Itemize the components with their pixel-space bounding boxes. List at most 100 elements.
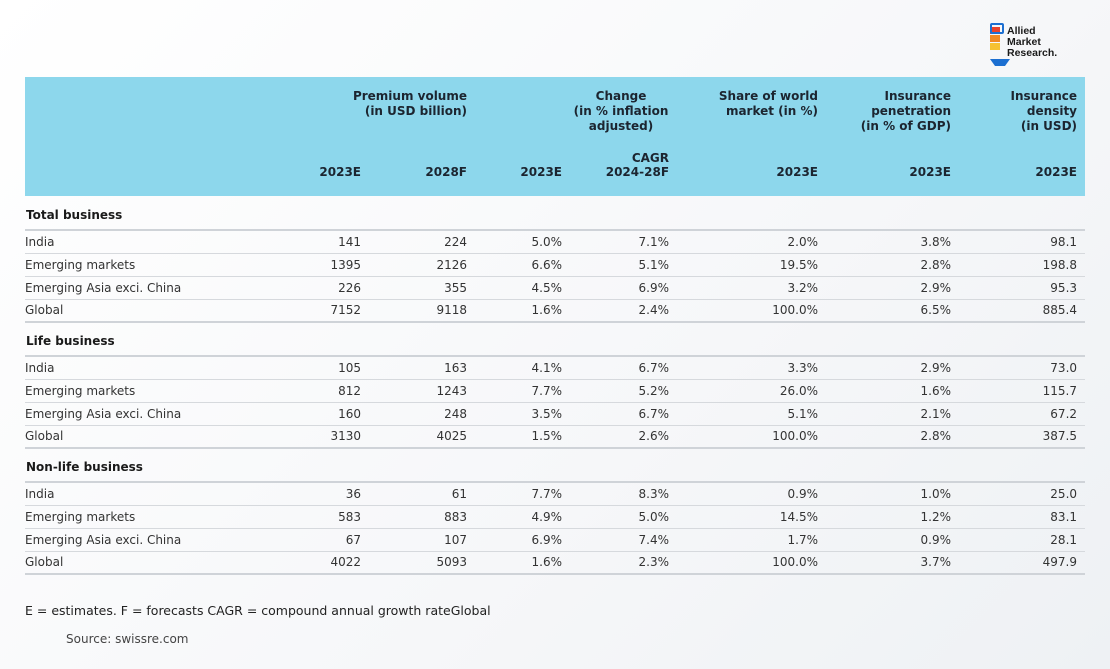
table-cell: 2126 <box>369 253 475 277</box>
table-cell: 6.5% <box>826 299 960 323</box>
table-cell: 883 <box>369 505 475 529</box>
row-label: India <box>25 356 265 380</box>
table-cell: 5.1% <box>570 253 678 277</box>
table-cell: 8.3% <box>570 482 678 506</box>
row-label: Emerging markets <box>25 253 265 277</box>
table-cell: 83.1 <box>959 505 1086 529</box>
insurance-statistics-table: Premium volume (in USD billion) Change (… <box>25 77 1086 575</box>
row-label: India <box>25 230 265 254</box>
table-cell: 95.3 <box>959 276 1086 300</box>
table-cell: 497.9 <box>959 551 1086 575</box>
table-cell: 6.7% <box>570 356 678 380</box>
table-cell: 5.2% <box>570 379 678 403</box>
table-cell: 4022 <box>265 551 369 575</box>
table-cell: 2.9% <box>826 356 960 380</box>
table-cell: 115.7 <box>959 379 1086 403</box>
table-cell: 4025 <box>369 425 475 449</box>
table-cell: 67.2 <box>959 402 1086 426</box>
table-cell: 583 <box>265 505 369 529</box>
table-cell: 160 <box>265 402 369 426</box>
table-cell: 1.6% <box>475 299 570 323</box>
table-row: Global 3130 4025 1.5% 2.6% 100.0% 2.8% 387.5 <box>25 425 1086 449</box>
header-blank-2 <box>25 151 265 196</box>
table-cell: 61 <box>369 482 475 506</box>
section-header-row: Total business <box>25 196 1086 231</box>
row-label: Emerging Asia exci. China <box>25 402 265 426</box>
table-cell: 25.0 <box>959 482 1086 506</box>
table-row: Global 4022 5093 1.6% 2.3% 100.0% 3.7% 497.9 <box>25 551 1086 575</box>
table-cell: 100.0% <box>677 551 827 575</box>
table-cell: 107 <box>369 528 475 552</box>
header-insurance-density: Insurance density (in USD) <box>1010 89 1078 133</box>
table-cell: 7152 <box>265 299 369 323</box>
logo-mark-icon <box>986 22 1010 66</box>
table-cell: 226 <box>265 276 369 300</box>
row-label: Global <box>25 299 265 323</box>
table-cell: 2.4% <box>570 299 678 323</box>
table-cell: 6.9% <box>475 528 570 552</box>
table-cell: 812 <box>265 379 369 403</box>
table-cell: 73.0 <box>959 356 1086 380</box>
table-row: Emerging Asia exci. China 67 107 6.9% 7.4% 1.… <box>25 528 1086 552</box>
table-row: India 105 163 4.1% 6.7% 3.3% 2.9% 73.0 <box>25 356 1086 380</box>
table-cell: 67 <box>265 528 369 552</box>
table-cell: 7.1% <box>570 230 678 254</box>
table-cell: 198.8 <box>959 253 1086 277</box>
table-cell: 6.7% <box>570 402 678 426</box>
header-change: Change (in % inflation adjusted) <box>573 89 669 133</box>
table-cell: 1.6% <box>826 379 960 403</box>
table-cell: 355 <box>369 276 475 300</box>
table-cell: 100.0% <box>677 425 827 449</box>
table-cell: 2.8% <box>826 425 960 449</box>
table-cell: 5.1% <box>677 402 827 426</box>
table-row: India 36 61 7.7% 8.3% 0.9% 1.0% 25.0 <box>25 482 1086 506</box>
logo-text: Allied Market Research. <box>1007 25 1058 59</box>
row-label: Global <box>25 425 265 449</box>
table-cell: 163 <box>369 356 475 380</box>
table-cell: 0.9% <box>826 528 960 552</box>
table-cell: 36 <box>265 482 369 506</box>
table-cell: 7.7% <box>475 482 570 506</box>
row-label: India <box>25 482 265 506</box>
header-year: 2023E <box>909 165 952 179</box>
table-cell: 3.3% <box>677 356 827 380</box>
table-cell: 26.0% <box>677 379 827 403</box>
table-cell: 3.2% <box>677 276 827 300</box>
header-year-cagr: CAGR 2024-28F <box>605 151 670 179</box>
table-row: India 141 224 5.0% 7.1% 2.0% 3.8% 98.1 <box>25 230 1086 254</box>
table-cell: 28.1 <box>959 528 1086 552</box>
table-cell: 3130 <box>265 425 369 449</box>
table-row: Global 7152 9118 1.6% 2.4% 100.0% 6.5% 885.4 <box>25 299 1086 323</box>
header-year: 2023E <box>1035 165 1078 179</box>
table-cell: 4.9% <box>475 505 570 529</box>
header-premium-volume: Premium volume (in USD billion) <box>352 89 467 118</box>
table-cell: 98.1 <box>959 230 1086 254</box>
section-title: Life business <box>25 322 1086 357</box>
table-cell: 14.5% <box>677 505 827 529</box>
section-header-row: Non-life business <box>25 448 1086 483</box>
section-header-row: Life business <box>25 322 1086 357</box>
table-cell: 1243 <box>369 379 475 403</box>
table-cell: 2.8% <box>826 253 960 277</box>
header-group-row: Premium volume (in USD billion) Change (… <box>25 77 1086 151</box>
header-year: 2023E <box>776 165 819 179</box>
table-cell: 2.6% <box>570 425 678 449</box>
table-cell: 5093 <box>369 551 475 575</box>
table-cell: 2.1% <box>826 402 960 426</box>
table-cell: 7.4% <box>570 528 678 552</box>
section-title: Total business <box>25 196 1086 231</box>
table-cell: 6.6% <box>475 253 570 277</box>
table-cell: 5.0% <box>475 230 570 254</box>
table-cell: 6.9% <box>570 276 678 300</box>
table-cell: 3.7% <box>826 551 960 575</box>
row-label: Emerging markets <box>25 379 265 403</box>
table-cell: 105 <box>265 356 369 380</box>
table-row: Emerging Asia exci. China 226 355 4.5% 6.9% 3… <box>25 276 1086 300</box>
source-note: Source: swissre.com <box>66 632 189 646</box>
header-year-row: 2023E 2028F 2023E CAGR 2024-28F 2023E 20… <box>25 151 1086 196</box>
table-cell: 885.4 <box>959 299 1086 323</box>
table-cell: 141 <box>265 230 369 254</box>
row-label: Emerging Asia exci. China <box>25 276 265 300</box>
table-cell: 5.0% <box>570 505 678 529</box>
header-year: 2023E <box>520 165 562 179</box>
